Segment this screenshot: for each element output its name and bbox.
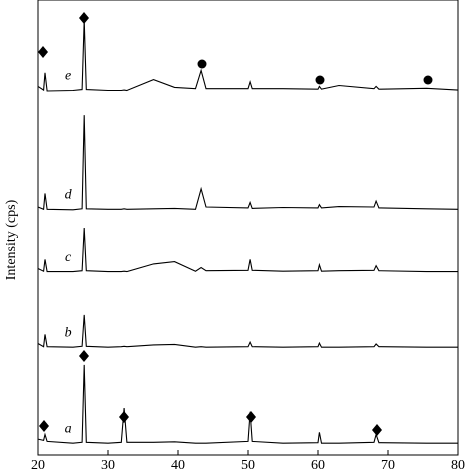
xrd-trace <box>37 364 458 444</box>
x-tick-label: 20 <box>31 458 45 473</box>
diamond-marker <box>372 424 382 436</box>
diamond-marker <box>119 411 129 423</box>
diamond-marker <box>79 350 89 362</box>
x-tick-label: 50 <box>241 458 255 473</box>
xrd-trace <box>37 314 458 348</box>
circle-marker <box>423 75 433 85</box>
xrd-trace <box>37 115 459 211</box>
x-tick-label: 30 <box>101 458 115 473</box>
legend-label: b <box>65 325 72 340</box>
x-tick-label: 70 <box>381 458 395 473</box>
xrd-trace <box>37 19 459 92</box>
y-axis-label: Intensity (cps) <box>4 199 19 280</box>
legend-label: e <box>65 68 71 83</box>
diamond-marker <box>39 420 49 432</box>
x-tick-label: 40 <box>171 458 185 473</box>
markers <box>38 12 433 436</box>
diamond-marker <box>38 46 48 58</box>
xrd-trace <box>37 227 458 273</box>
circle-marker <box>315 75 325 85</box>
circle-marker <box>197 59 207 69</box>
x-tick-label: 60 <box>311 458 325 473</box>
legend-label: d <box>65 188 73 203</box>
legend-label: a <box>65 421 72 436</box>
plot-frame <box>37 0 459 456</box>
x-tick-label: 80 <box>451 458 465 473</box>
legend-label: c <box>65 250 72 265</box>
diamond-marker <box>79 12 89 24</box>
